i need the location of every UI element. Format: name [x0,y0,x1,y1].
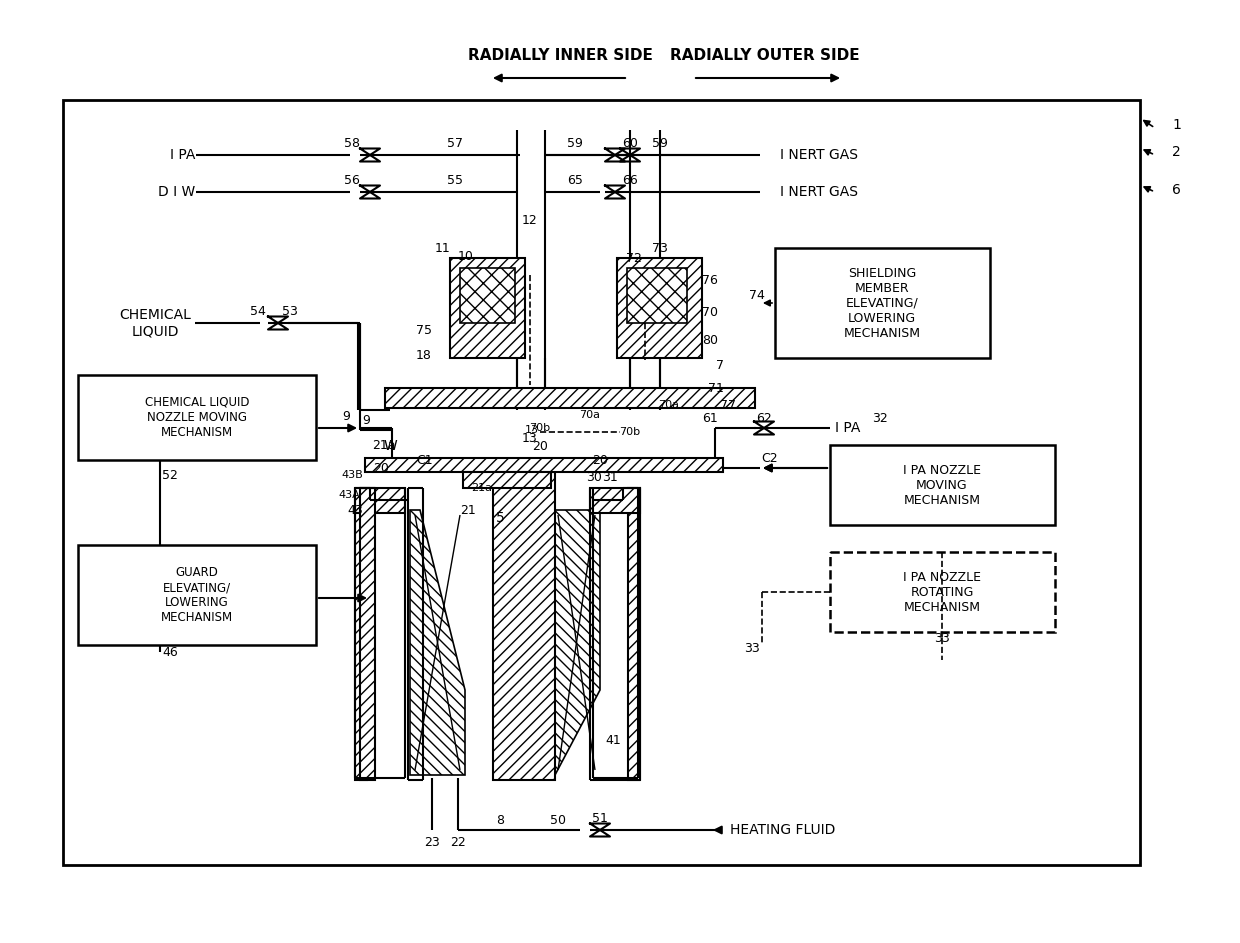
Bar [463,472,551,488]
Text: 66: 66 [622,174,637,187]
Text: C1: C1 [417,454,433,467]
Text: 76: 76 [702,273,718,287]
Text: 46: 46 [162,646,177,658]
Text: 9: 9 [362,413,370,426]
Text: 13: 13 [525,425,539,435]
Text: I PA: I PA [170,148,195,162]
Bar [78,375,316,460]
Text: 51: 51 [591,812,608,824]
Bar [78,545,316,645]
Bar [590,488,640,513]
Text: 57: 57 [446,137,463,150]
Text: 22: 22 [450,835,466,849]
Text: 70a: 70a [579,410,600,420]
Text: 80: 80 [702,334,718,346]
Bar [830,445,1055,525]
Text: 77: 77 [720,399,737,411]
Text: RADIALLY OUTER SIDE: RADIALLY OUTER SIDE [670,47,859,62]
Text: 12: 12 [521,213,537,226]
Text: 21: 21 [460,504,476,517]
Text: 20: 20 [591,454,608,467]
Text: 2: 2 [1172,145,1180,159]
Bar [450,258,525,358]
Text: 60: 60 [622,137,637,150]
Text: 43: 43 [347,504,363,517]
Text: I NERT GAS: I NERT GAS [780,185,858,199]
Text: 72: 72 [626,252,642,264]
Text: 43A: 43A [339,490,360,500]
Text: 9: 9 [342,409,350,422]
Text: I PA NOZZLE
MOVING
MECHANISM: I PA NOZZLE MOVING MECHANISM [903,464,981,506]
Text: 33: 33 [934,632,950,644]
Text: 56: 56 [343,174,360,187]
Text: 33: 33 [744,641,760,654]
Text: 43B: 43B [341,470,363,480]
Text: 54: 54 [250,305,265,318]
Bar [355,488,405,513]
Text: 21a: 21a [471,483,492,493]
Text: 59: 59 [652,137,668,150]
Text: D I W: D I W [157,185,195,199]
Text: 10: 10 [458,250,474,262]
Text: I PA: I PA [835,421,861,435]
Text: 18: 18 [417,349,432,361]
Text: 20: 20 [373,461,389,474]
Bar [775,248,990,358]
Text: 11: 11 [434,241,450,255]
Text: 70a: 70a [658,400,680,410]
Polygon shape [410,510,465,775]
Text: 53: 53 [281,305,298,318]
Bar [830,552,1055,632]
Text: 32: 32 [872,411,888,424]
Text: 61: 61 [702,411,718,424]
Text: 70: 70 [702,306,718,319]
Text: 70b: 70b [529,423,551,433]
Text: C2: C2 [761,452,779,465]
Bar [618,258,702,358]
Text: 8: 8 [496,814,503,826]
Text: 65: 65 [567,174,583,187]
Bar [460,268,515,323]
Text: 41: 41 [605,734,621,747]
Bar [355,513,367,780]
Text: CHEMICAL LIQUID
NOZZLE MOVING
MECHANISM: CHEMICAL LIQUID NOZZLE MOVING MECHANISM [145,395,249,438]
Bar [627,488,640,780]
Text: 5: 5 [496,511,505,525]
Text: 6: 6 [1172,183,1180,197]
Text: HEATING FLUID: HEATING FLUID [730,823,836,837]
Bar [494,472,556,780]
Polygon shape [510,510,600,775]
Text: 31: 31 [603,471,618,484]
Text: 58: 58 [343,137,360,150]
Text: 21a: 21a [372,438,396,452]
Text: 75: 75 [415,323,432,337]
Text: I NERT GAS: I NERT GAS [780,148,858,162]
Text: RADIALLY INNER SIDE: RADIALLY INNER SIDE [467,47,652,62]
Text: 30: 30 [587,471,601,484]
Text: 13: 13 [522,432,538,444]
Text: 7: 7 [715,358,724,372]
Text: 52: 52 [162,469,177,482]
Text: W: W [383,439,397,453]
Bar [365,458,723,472]
Bar [63,100,1140,865]
Text: 73: 73 [652,241,668,255]
Text: 71: 71 [708,382,724,394]
Text: 20: 20 [532,439,548,453]
Text: 50: 50 [551,814,565,826]
Text: 70b: 70b [619,427,640,437]
Text: 55: 55 [446,174,463,187]
Text: 62: 62 [756,411,771,424]
Text: CHEMICAL
LIQUID: CHEMICAL LIQUID [119,308,191,339]
Text: 74: 74 [749,289,765,302]
Text: 1: 1 [1172,118,1180,132]
Bar [384,388,755,408]
Text: 23: 23 [424,835,440,849]
Text: 59: 59 [567,137,583,150]
Text: GUARD
ELEVATING/
LOWERING
MECHANISM: GUARD ELEVATING/ LOWERING MECHANISM [161,566,233,624]
Text: SHIELDING
MEMBER
ELEVATING/
LOWERING
MECHANISM: SHIELDING MEMBER ELEVATING/ LOWERING MEC… [843,267,920,339]
Bar [627,268,687,323]
Text: I PA NOZZLE
ROTATING
MECHANISM: I PA NOZZLE ROTATING MECHANISM [903,571,981,614]
Bar [360,488,374,780]
